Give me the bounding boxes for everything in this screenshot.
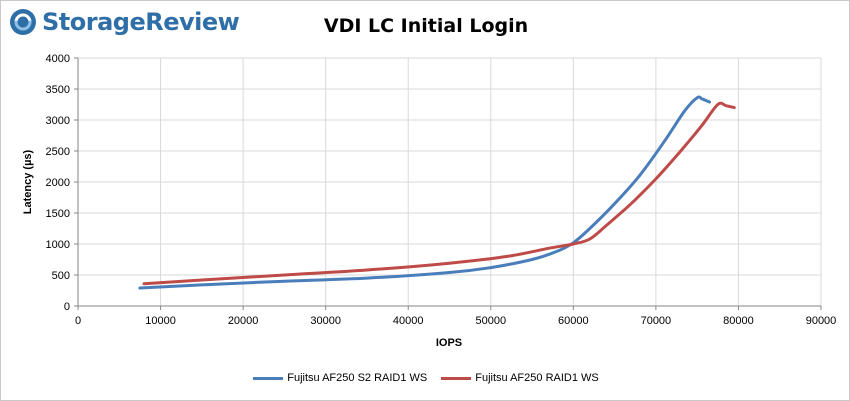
legend-item-series-2: Fujitsu AF250 RAID1 WS: [441, 372, 599, 384]
legend-label-series-2: Fujitsu AF250 RAID1 WS: [475, 372, 599, 384]
x-tick-label-40000: 40000: [393, 315, 424, 327]
x-tick-label-90000: 90000: [806, 315, 837, 327]
x-tick-label-20000: 20000: [228, 315, 259, 327]
y-tick-label-0: 0: [64, 301, 70, 313]
x-tick-labels: 0 10000 20000 30000 40000 50000 60000 70000 8000…: [75, 306, 836, 327]
brand-logo: StorageReview: [8, 5, 240, 39]
x-tick-label-60000: 60000: [558, 315, 589, 327]
y-axis-label: Latency (µs): [22, 149, 34, 214]
series-lines: [138, 95, 736, 290]
grid-lines: [78, 57, 822, 306]
brand-name: StorageReview: [42, 8, 240, 36]
x-tick-label-0: 0: [75, 315, 81, 327]
x-tick-label-30000: 30000: [310, 315, 341, 327]
legend-swatch-series-1: [253, 376, 284, 380]
x-tick-label-80000: 80000: [723, 315, 754, 327]
y-tick-label-3500: 3500: [46, 84, 70, 96]
chart-title: VDI LC Initial Login: [323, 15, 529, 37]
y-tick-label-1000: 1000: [46, 239, 70, 251]
legend-swatch-series-2: [441, 376, 472, 380]
legend-item-series-1: Fujitsu AF250 S2 RAID1 WS: [253, 372, 427, 384]
x-axis-label: IOPS: [436, 337, 462, 349]
y-tick-label-500: 500: [52, 270, 70, 282]
x-tick-label-10000: 10000: [145, 315, 176, 327]
y-tick-labels: 0 500 1000 1500 2000 2500 3000 3500 4000: [46, 53, 78, 313]
chart-legend: Fujitsu AF250 S2 RAID1 WS Fujitsu AF250 …: [1, 372, 850, 384]
y-tick-label-3000: 3000: [46, 115, 70, 127]
series-line-2: [142, 101, 736, 286]
storage-review-swirl-icon: [10, 9, 36, 35]
x-tick-label-50000: 50000: [475, 315, 506, 327]
y-tick-label-4000: 4000: [46, 53, 70, 65]
legend-label-series-1: Fujitsu AF250 S2 RAID1 WS: [287, 372, 428, 384]
series-line-1: [138, 95, 711, 290]
y-tick-label-2000: 2000: [46, 177, 70, 189]
y-tick-label-1500: 1500: [46, 208, 70, 220]
x-tick-label-70000: 70000: [641, 315, 672, 327]
y-tick-label-2500: 2500: [46, 146, 70, 158]
